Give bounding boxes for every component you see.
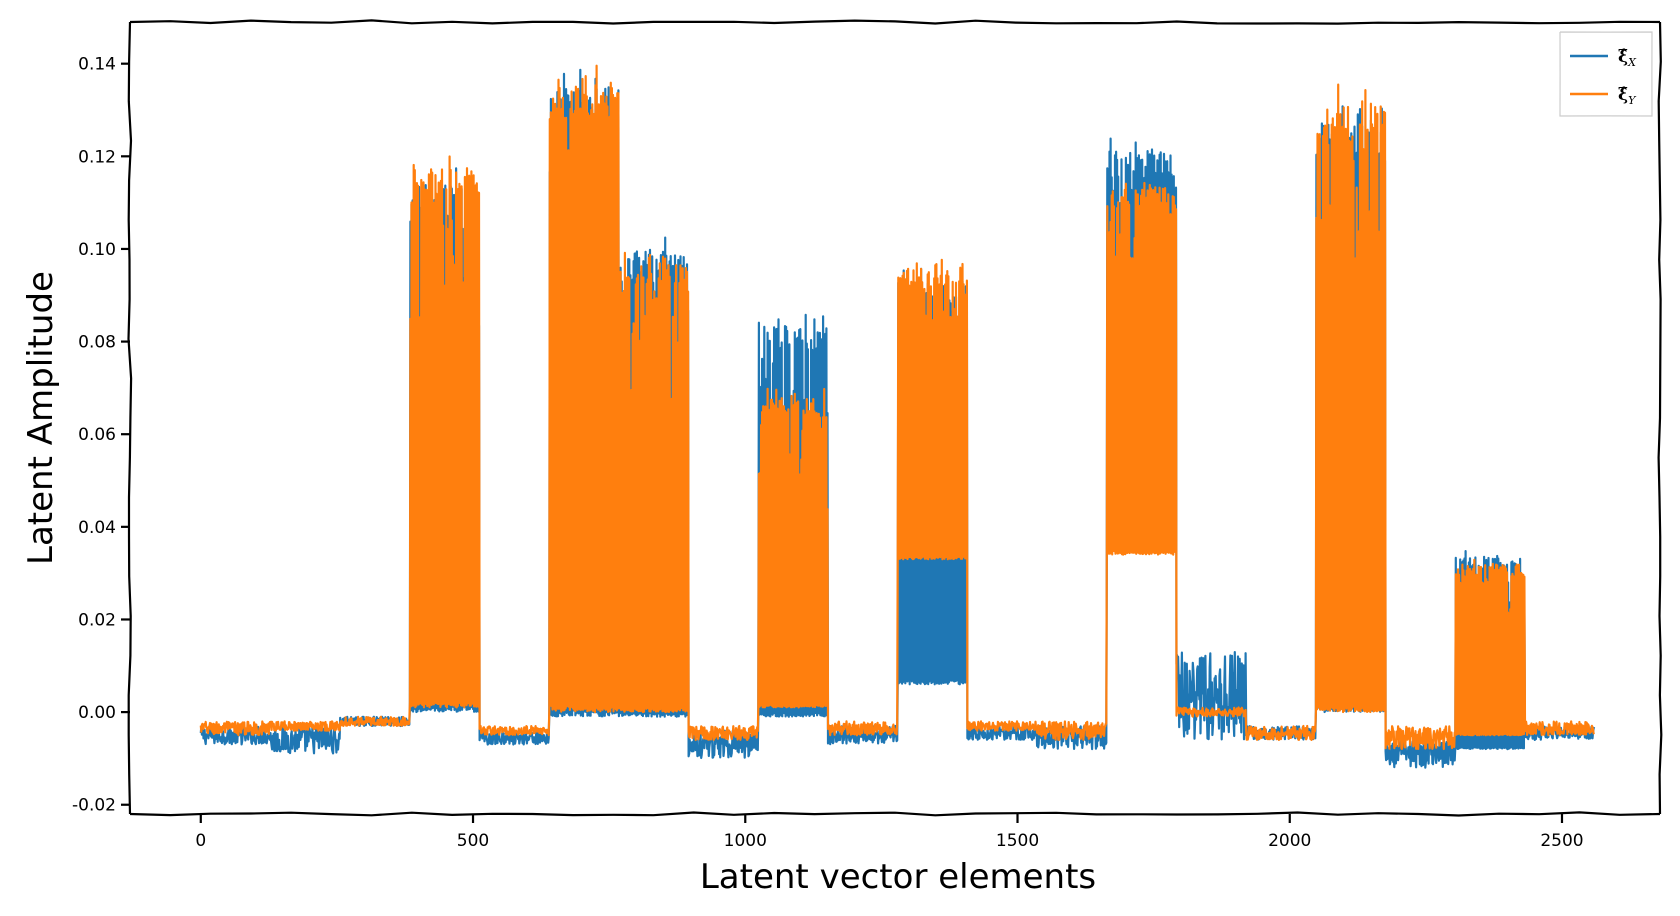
y-tick-label: 0.06 xyxy=(78,425,116,445)
legend: ξ̂X ξ̂Y xyxy=(1559,31,1653,117)
x-tick-label: 2000 xyxy=(1268,831,1311,851)
axes-frame-edge xyxy=(127,21,133,815)
series-line-y xyxy=(199,64,1595,751)
x-tick-label: 1000 xyxy=(724,831,767,851)
y-tick-label: 0.08 xyxy=(78,333,116,353)
y-tick-label: 0.00 xyxy=(78,703,116,723)
legend-label-x: ξ̂X xyxy=(1618,47,1637,69)
x-tick-label: 2500 xyxy=(1540,831,1583,851)
y-tick-label: 0.04 xyxy=(78,518,116,538)
x-tick-label: 1500 xyxy=(996,831,1039,851)
y-tick-label: 0.02 xyxy=(78,610,116,630)
y-tick-label: 0.10 xyxy=(78,240,116,260)
x-tick-label: 0 xyxy=(195,831,206,851)
x-tick-label: 500 xyxy=(457,831,489,851)
axes-frame-edge xyxy=(129,811,1661,817)
y-tick-label: 0.12 xyxy=(78,147,116,167)
y-tick-label: 0.14 xyxy=(78,55,116,75)
plot-area xyxy=(199,64,1596,769)
axes-frame-edge xyxy=(129,19,1661,25)
axes: 0 500 1000 1500 2000 2500 -0.02 0.00 0.02 0.04 0.0… xyxy=(72,19,1663,851)
y-axis-title: Latent Amplitude xyxy=(21,271,61,565)
y-tick-label: -0.02 xyxy=(72,796,116,816)
legend-label-y: ξ̂Y xyxy=(1618,85,1637,107)
legend-box xyxy=(1559,31,1653,117)
axes-frame-edge xyxy=(1657,21,1663,815)
x-axis-title: Latent vector elements xyxy=(700,857,1096,897)
